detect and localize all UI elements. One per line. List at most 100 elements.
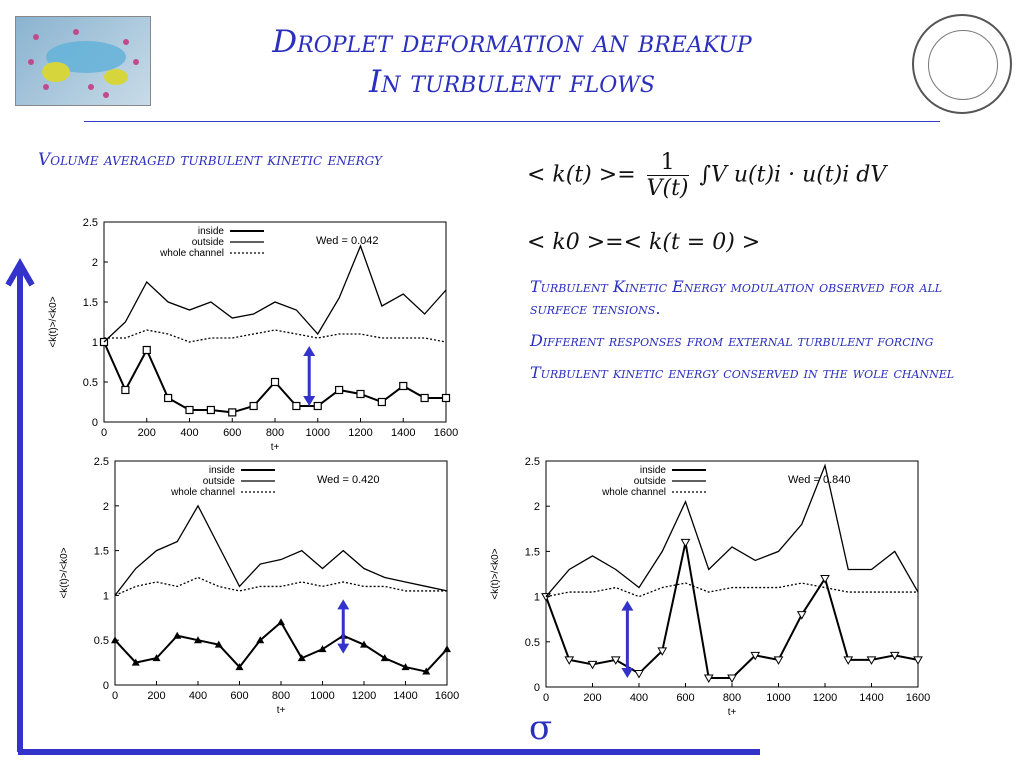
title-line-2: In turbulent flows <box>369 64 655 100</box>
inside-marker <box>277 618 285 626</box>
we-annotation: Wed = 0.840 <box>788 474 850 486</box>
inside-marker <box>564 656 575 665</box>
inside-marker <box>443 645 451 653</box>
inside-marker <box>773 656 784 665</box>
inside-marker <box>256 636 265 644</box>
x-tick-label: 1400 <box>393 690 417 702</box>
legend-label: whole channel <box>159 248 224 259</box>
difference-arrow-head <box>303 396 316 406</box>
y-tick-label: 0.5 <box>83 377 98 389</box>
y-axis-label: <k(t)>/<k0> <box>48 296 59 347</box>
formula-k-numerator: 1 <box>646 150 689 176</box>
legend-label: outside <box>192 237 225 248</box>
difference-arrow-head <box>337 599 350 610</box>
inside-marker <box>441 393 451 403</box>
inside-marker <box>680 538 691 548</box>
x-tick-label: 600 <box>230 690 248 702</box>
bullet-3: Turbulent kinetic energy conserved in th… <box>530 363 955 382</box>
inside-marker <box>335 385 344 395</box>
x-tick-label: 400 <box>189 690 207 702</box>
inside-marker <box>214 640 223 648</box>
chart-1: 0 200 400 600 800 1000 1200 1400 1600 0 0.5 1 1.5 2 2.… <box>48 217 458 453</box>
series-line-whole-channel <box>114 576 447 596</box>
inside-marker <box>380 654 389 662</box>
series-line-whole-channel <box>104 329 447 343</box>
inside-marker <box>111 636 119 644</box>
y-tick-label: 2 <box>92 257 98 269</box>
inside-marker <box>843 656 854 665</box>
chart-3: 0 200 400 600 800 1000 1200 1400 1600 0 0.5 1 1.5 2 2.… <box>490 456 930 718</box>
y-axis-label: <k(t)>/<k0> <box>490 548 501 599</box>
inside-marker <box>318 645 327 653</box>
x-tick-label: 1600 <box>434 427 458 439</box>
inside-marker <box>913 656 923 665</box>
inside-marker <box>889 651 900 661</box>
x-tick-label: 800 <box>723 692 741 704</box>
inside-marker <box>796 611 807 620</box>
plot-frame <box>114 460 448 686</box>
y-tick-label: 2 <box>103 501 109 513</box>
we-annotation: Wed = 0.420 <box>317 474 379 486</box>
inside-marker <box>164 393 173 403</box>
we-annotation: Wed = 0.042 <box>316 235 378 247</box>
bullet-2: Different responses from external turbul… <box>530 331 934 350</box>
university-seal-logo <box>912 14 1012 114</box>
series-line-inside <box>103 341 446 414</box>
x-axis-label: t+ <box>728 707 737 718</box>
inside-marker <box>420 393 429 403</box>
inside-marker <box>356 389 365 399</box>
legend-label: inside <box>209 465 236 476</box>
inside-marker <box>206 405 215 415</box>
formula-k0: < k0 >=< k(t = 0) > <box>527 230 761 255</box>
y-tick-label: 2 <box>534 501 540 513</box>
inside-marker <box>727 674 737 683</box>
inside-marker <box>142 345 151 355</box>
x-tick-label: 1200 <box>813 692 837 704</box>
sigma-label: σ <box>529 708 553 748</box>
inside-marker <box>152 654 161 662</box>
inside-marker <box>399 381 408 391</box>
series-line-outside <box>114 504 448 596</box>
y-tick-label: 1.5 <box>94 546 109 558</box>
y-axis-label: <k(t)>/<k0> <box>59 547 70 598</box>
page-title: Droplet deformation an breakup In turbul… <box>150 22 874 102</box>
inside-marker <box>610 656 621 665</box>
x-tick-label: 1000 <box>306 427 330 439</box>
x-tick-label: 0 <box>101 427 107 439</box>
x-axis-label: t+ <box>271 442 280 453</box>
formula-k: < k(t) >= 1 V(t) ∫V u(t)i · u(t)i dV <box>527 150 886 201</box>
inside-marker <box>173 631 182 639</box>
series-line-whole-channel <box>545 582 918 598</box>
legend-label: outside <box>634 476 667 487</box>
x-tick-label: 1000 <box>766 692 790 704</box>
x-tick-label: 1200 <box>348 427 372 439</box>
y-tick-label: 1.5 <box>525 546 540 558</box>
inside-marker <box>541 593 551 602</box>
inside-marker <box>121 385 130 395</box>
sigma-axis-arrows <box>5 257 760 755</box>
inside-marker <box>313 401 322 411</box>
series-line-outside <box>103 244 447 343</box>
inside-marker <box>657 647 668 656</box>
formula-k-denominator: V(t) <box>646 176 689 201</box>
inside-marker <box>587 660 598 670</box>
title-line-1: Droplet deformation an breakup <box>272 24 752 60</box>
inside-marker <box>131 658 140 666</box>
legend-label: inside <box>640 465 667 476</box>
y-tick-label: 2.5 <box>94 456 109 468</box>
inside-marker <box>401 663 410 671</box>
y-tick-label: 1 <box>534 592 540 604</box>
x-tick-label: 800 <box>266 427 284 439</box>
droplet-simulation-image <box>15 16 151 106</box>
difference-arrow-head <box>621 600 634 611</box>
difference-arrow-head <box>337 643 350 654</box>
y-tick-label: 2.5 <box>83 217 98 229</box>
y-tick-label: 0 <box>103 680 109 692</box>
inside-marker <box>750 651 761 661</box>
inside-marker <box>270 377 280 387</box>
y-tick-label: 2.5 <box>525 456 540 468</box>
inside-marker <box>185 405 194 415</box>
y-tick-label: 1 <box>103 590 109 602</box>
x-tick-label: 400 <box>630 692 648 704</box>
x-tick-label: 400 <box>180 427 198 439</box>
